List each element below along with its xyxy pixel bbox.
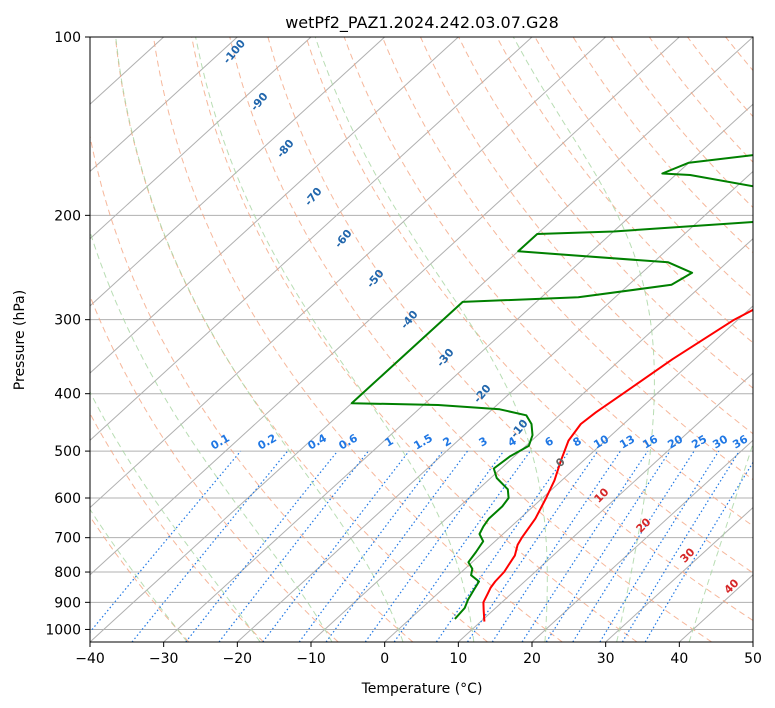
isotherm-line (384, 305, 753, 642)
dry-adiabat-line (381, 37, 753, 481)
dry-adiabat-line (420, 37, 753, 435)
mixing-ratio-line (364, 450, 505, 642)
moist-adiabat-line (90, 390, 261, 642)
dry-adiabat-line (305, 37, 753, 574)
x-tick-label: −30 (149, 651, 179, 667)
dry-adiabat-line (458, 37, 753, 389)
mixing-ratio-line (218, 450, 369, 642)
isotherm-line (90, 37, 680, 576)
moist-adiabat-line (115, 37, 404, 642)
isotherm-line (90, 37, 607, 509)
dewpoint-profile (350, 154, 753, 620)
x-tick-label: 50 (744, 651, 762, 667)
mixing-ratio-line (185, 450, 339, 642)
mixing-ratio-line (467, 450, 599, 642)
y-tick-label: 800 (54, 565, 81, 581)
x-tick-label: −10 (296, 651, 326, 667)
mixing-ratio-line (262, 450, 410, 642)
mixing-ratio-line (131, 450, 289, 642)
chart-title: wetPf2_PAZ1.2024.242.03.07.G28 (285, 13, 559, 33)
mixing-ratio-line (572, 450, 695, 642)
mixing-ratio-line (644, 461, 753, 642)
x-tick-label: −40 (75, 651, 105, 667)
y-tick-label: 400 (54, 387, 81, 403)
isotherm-line (605, 506, 753, 642)
y-tick-label: 300 (54, 313, 81, 329)
dry-adiabat-line (267, 37, 753, 622)
x-tick-label: 10 (449, 651, 467, 667)
isotherm-line (236, 170, 753, 642)
isotherm-line (90, 37, 533, 442)
dry-adiabat-line (343, 37, 753, 527)
isotherm-line (90, 37, 312, 240)
y-tick-label: 200 (54, 208, 81, 224)
dry-adiabat-line (114, 37, 488, 642)
isotherm-line (90, 37, 386, 307)
y-tick-label: 900 (54, 595, 81, 611)
mixing-ratio-line (621, 450, 740, 642)
x-tick-label: 0 (380, 651, 389, 667)
dry-adiabat-line (572, 37, 753, 254)
isotherm-line (90, 37, 459, 374)
x-tick-label: 40 (670, 651, 688, 667)
isotherm-line (163, 103, 753, 642)
moist-adiabat-line (314, 37, 548, 642)
plot-frame (89, 36, 754, 643)
isotherm-line (310, 237, 753, 642)
x-tick-label: 20 (523, 651, 541, 667)
x-tick-label: −20 (223, 651, 253, 667)
y-tick-label: 600 (54, 491, 81, 507)
isotherm-line (531, 439, 753, 642)
y-axis-label: Pressure (hPa) (12, 290, 28, 390)
x-tick-label: 30 (597, 651, 615, 667)
dry-adiabat-line (229, 37, 712, 642)
y-tick-label: 700 (54, 531, 81, 547)
dry-adiabat-line (496, 37, 753, 344)
x-axis-label: Temperature (°C) (361, 681, 483, 697)
mixing-ratio-line (545, 450, 671, 642)
mixing-ratio-line (599, 450, 720, 642)
mixing-ratio-line (90, 450, 242, 634)
dry-adiabat-line (648, 37, 753, 163)
dry-adiabat-line (90, 294, 339, 642)
temperature-profile (482, 308, 753, 622)
mixing-ratio-line (393, 450, 531, 642)
y-tick-label: 1000 (45, 622, 81, 638)
dry-adiabat-line (153, 37, 563, 642)
y-tick-label: 500 (54, 444, 81, 460)
data-layer (350, 154, 753, 622)
moist-adiabat-line (90, 508, 188, 642)
y-tick-label: 100 (54, 30, 81, 46)
moist-adiabat-line (688, 442, 753, 642)
dry-adiabat-line (90, 412, 264, 642)
axis-layer: −40 −30 −20 −10 0 10 20 30 40 50 100 200 300 400 500 60… (45, 30, 762, 667)
dry-adiabat-line (191, 37, 638, 642)
isotherm-line (90, 37, 238, 173)
moist-adiabat-line (195, 37, 475, 642)
isotherm-line (457, 372, 753, 642)
